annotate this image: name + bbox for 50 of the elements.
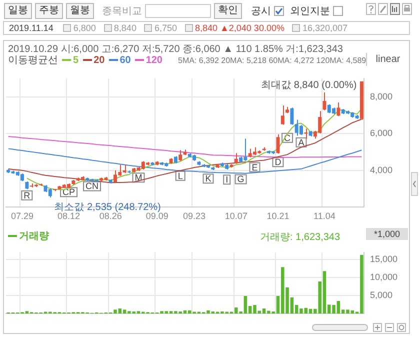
text: 8,840 ▲2,040 30.00%: [194, 23, 284, 33]
x-tick-label: 09.09: [146, 211, 168, 222]
annotation: M: [134, 172, 142, 183]
x-tick-label: 10.21: [266, 211, 290, 222]
x-tick-label: 08.12: [58, 211, 80, 222]
text: 2019.10.29 시:6,000 고:6,270 저:5,720 종:6,060 ▲ 110 1.85% 거:1,623,343: [8, 43, 343, 56]
annotation: E: [252, 162, 258, 172]
annotation: D: [274, 157, 282, 168]
legend-label: 20: [94, 54, 105, 66]
x-tick-label: 09.23: [183, 211, 206, 222]
text: 6,800: [73, 23, 96, 33]
x-tick-label: 08.26: [99, 211, 122, 222]
annotation: L: [178, 170, 183, 181]
annotation: K: [205, 174, 212, 184]
text: 월봉: [66, 3, 94, 19]
y-tick-label: 15,000: [370, 254, 398, 264]
text: 거래량: 1,623,343: [260, 231, 340, 244]
annotation: 최대값 8,840 (0.00%): [261, 80, 357, 92]
text: linear: [366, 53, 409, 66]
text: 확인: [214, 3, 242, 19]
x-tick-label: 11.04: [314, 211, 336, 222]
text: 5MA: 6,392 20MA: 5,218 60MA: 4,272 120MA: 4,589: [178, 56, 366, 65]
text: 일봉: [4, 3, 32, 19]
annotation: R: [24, 190, 31, 200]
annotation: A: [298, 137, 304, 148]
legend-label: 거래량: [19, 230, 49, 243]
legend-title: 이동평균선: [8, 54, 58, 67]
y-tick-label: 5,000: [370, 290, 393, 300]
y-tick-label: 6,000: [370, 128, 393, 138]
text: 2019.11.14: [9, 23, 54, 33]
y-axis-title: *1,000: [366, 228, 408, 240]
text: 외인지분: [290, 5, 330, 18]
legend-label: 60: [120, 54, 131, 66]
y-tick-label: 8,000: [370, 91, 393, 102]
text: 주봉: [35, 3, 63, 19]
legend-label: 5: [73, 54, 79, 66]
annotation: G: [237, 174, 244, 184]
legend-label: 120: [146, 54, 162, 66]
annotation: I: [226, 174, 228, 185]
text: 16,320,007: [302, 23, 348, 33]
text: 공시: [251, 5, 271, 18]
text: 6,750: [154, 23, 177, 33]
annotation: CN: [86, 181, 99, 192]
y-tick-label: 10,000: [370, 272, 398, 282]
text: 8,840: [114, 23, 136, 33]
x-tick-label: 07.29: [11, 211, 34, 222]
text: 종목비교: [102, 5, 142, 18]
x-tick-label: 10.07: [224, 211, 248, 222]
annotation: 최소값 2,535 (248.72%): [54, 202, 161, 214]
y-tick-label: 4,000: [370, 164, 393, 175]
